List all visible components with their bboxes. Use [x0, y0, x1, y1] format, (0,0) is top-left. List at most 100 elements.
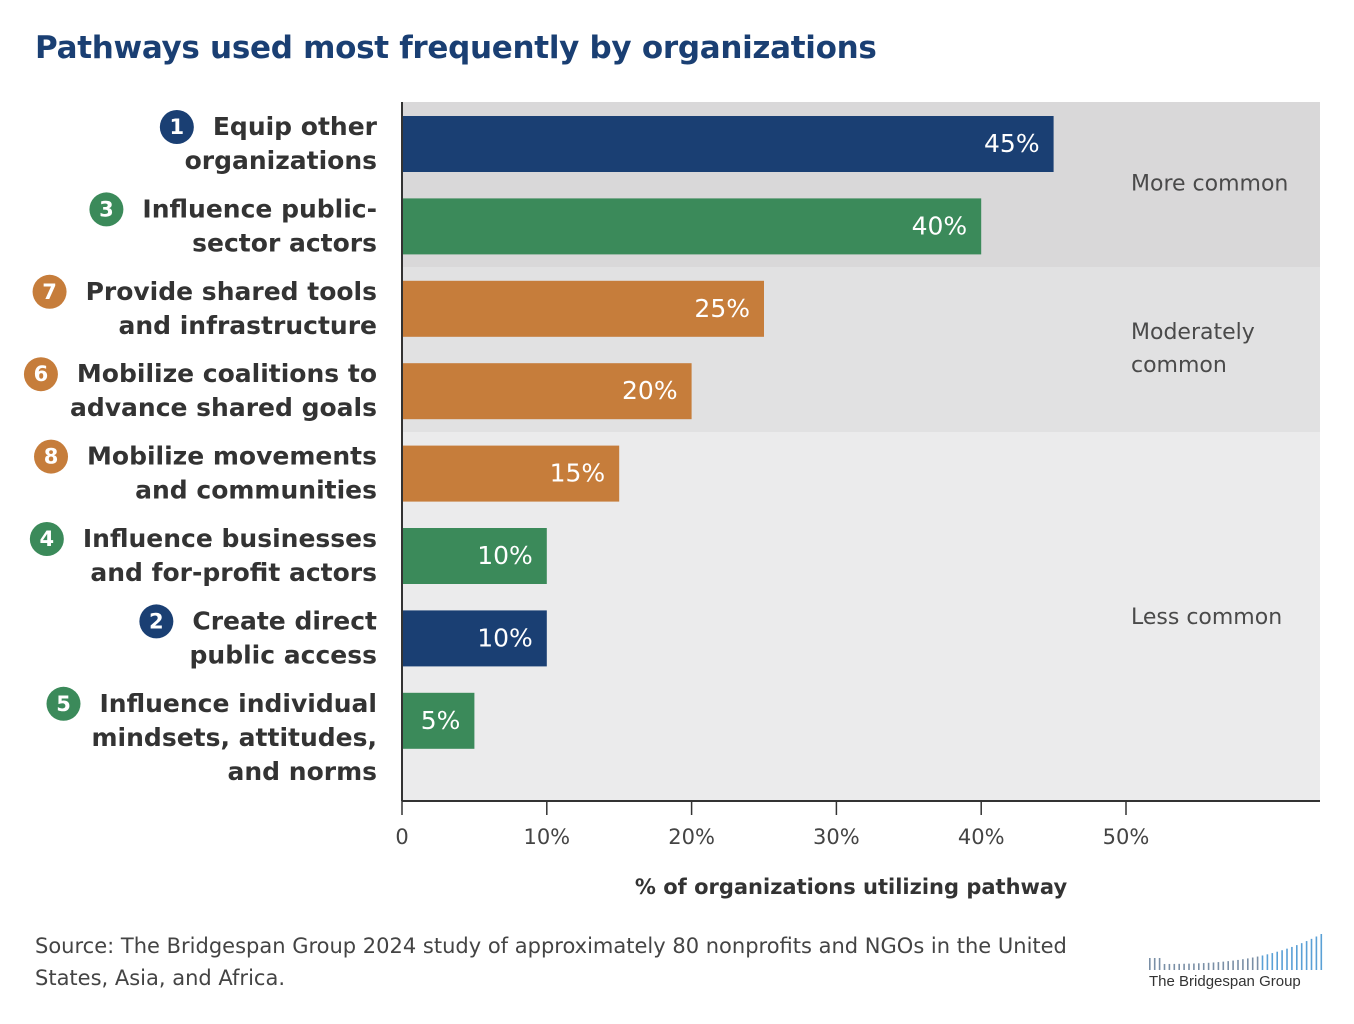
- chart-title: Pathways used most frequently by organiz…: [35, 30, 877, 66]
- logo-bar: [1188, 963, 1190, 970]
- pathway-number: 3: [99, 197, 114, 221]
- x-tick-label: 50%: [1103, 825, 1150, 849]
- logo-bar: [1183, 963, 1185, 970]
- pathway-number-badge: [139, 604, 174, 639]
- band-label: common: [1131, 353, 1227, 378]
- logo-bar: [1315, 936, 1318, 970]
- bar-value-label: 40%: [912, 211, 968, 240]
- logo-bar: [1237, 959, 1239, 970]
- logo-bar: [1300, 943, 1303, 970]
- pathway-number-badge: [34, 439, 69, 474]
- logo-bar: [1158, 957, 1161, 970]
- category-label: Mobilize movements: [87, 442, 377, 471]
- bar-value-label: 5%: [421, 706, 461, 735]
- band-label: Less common: [1131, 605, 1282, 630]
- category-label: and communities: [135, 476, 377, 505]
- logo-bar: [1291, 946, 1293, 970]
- logo-bar: [1227, 961, 1229, 970]
- pathway-number: 2: [149, 609, 164, 633]
- pathway-number-badge: [23, 357, 58, 392]
- x-tick-label: 20%: [668, 825, 715, 849]
- pathway-number: 6: [34, 362, 49, 386]
- x-tick-label: 0: [395, 825, 408, 849]
- pathway-number: 1: [170, 115, 185, 139]
- bar-value-label: 45%: [984, 129, 1040, 158]
- bar-value-label: 10%: [477, 623, 533, 652]
- logo-bar: [1305, 941, 1308, 970]
- pathway-number-badge: [159, 110, 194, 144]
- x-axis-title: % of organizations utilizing pathway: [635, 875, 1068, 899]
- pathway-number-badge: [32, 274, 67, 309]
- bar: [402, 363, 692, 420]
- bar: [402, 610, 547, 667]
- logo-bar: [1207, 962, 1210, 970]
- x-tick-label: 30%: [813, 825, 860, 849]
- bar-value-label: 20%: [622, 376, 678, 405]
- bar: [402, 116, 1054, 172]
- bar-value-label: 25%: [694, 294, 750, 323]
- logo-bar: [1222, 961, 1225, 970]
- logo-bar: [1168, 963, 1171, 970]
- category-label: Provide shared tools: [86, 277, 377, 306]
- category-label: Equip other: [213, 112, 378, 141]
- logo-bar: [1193, 963, 1195, 970]
- logo-bar: [1310, 938, 1313, 970]
- logo-bar: [1271, 953, 1274, 970]
- category-label: Influence businesses: [83, 524, 377, 553]
- logo-bar: [1296, 945, 1298, 970]
- logo-bar: [1261, 955, 1264, 970]
- logo-bar: [1198, 963, 1200, 970]
- logo-bar: [1173, 963, 1176, 970]
- logo-bar: [1247, 958, 1249, 970]
- bar: [402, 198, 982, 255]
- pathway-number-badge: [46, 686, 81, 721]
- x-tick-label: 10%: [523, 825, 570, 849]
- logo-bar: [1320, 934, 1323, 970]
- category-label: and infrastructure: [118, 311, 377, 340]
- category-label: and for-profit actors: [90, 558, 377, 587]
- pathway-number: 8: [44, 445, 59, 469]
- category-label: advance shared goals: [70, 393, 377, 422]
- category-label: Create direct: [192, 606, 377, 635]
- logo-bar: [1163, 963, 1166, 970]
- bar: [402, 692, 475, 749]
- band-label: More common: [1131, 172, 1288, 197]
- logo-bar: [1251, 957, 1254, 970]
- category-label: mindsets, attitudes,: [92, 723, 378, 752]
- logo-bar: [1242, 959, 1244, 970]
- logo-bar: [1212, 962, 1215, 970]
- bridgespan-logo-bars-icon: [1149, 934, 1323, 970]
- logo-bar: [1153, 957, 1156, 970]
- pathway-number: 7: [42, 280, 57, 304]
- logo-bar: [1217, 962, 1220, 970]
- category-label: Influence public-: [142, 194, 377, 223]
- source-note: Source: The Bridgespan Group 2024 study …: [35, 934, 1067, 990]
- logo-bar: [1256, 956, 1259, 970]
- category-label: Influence individual: [100, 689, 378, 718]
- category-label: and norms: [228, 757, 378, 786]
- pathway-number: 4: [40, 527, 55, 551]
- category-label: public access: [190, 640, 377, 669]
- pathway-number: 5: [56, 692, 71, 716]
- bar: [402, 528, 547, 584]
- pathway-number-badge: [89, 192, 124, 227]
- pathway-number-badge: [29, 522, 64, 556]
- logo-bar: [1286, 948, 1288, 970]
- logo-bar: [1266, 954, 1269, 970]
- category-label: sector actors: [192, 228, 377, 257]
- bar: [402, 445, 620, 502]
- bar-value-label: 15%: [550, 459, 606, 488]
- bar-value-label: 10%: [477, 541, 533, 570]
- category-label: organizations: [185, 146, 377, 175]
- logo-bar: [1202, 963, 1205, 970]
- logo-bar: [1281, 950, 1283, 970]
- logo-bar: [1178, 963, 1180, 970]
- logo-bar: [1149, 958, 1151, 970]
- bridgespan-logo-text: The Bridgespan Group: [1149, 973, 1301, 990]
- x-tick-label: 40%: [958, 825, 1005, 849]
- logo-bar: [1276, 951, 1278, 970]
- band-label: Moderately: [1131, 320, 1255, 345]
- bar: [402, 280, 764, 337]
- logo-bar: [1232, 960, 1234, 970]
